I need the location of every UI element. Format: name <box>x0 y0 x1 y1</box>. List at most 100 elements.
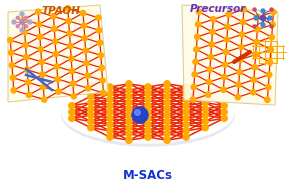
Circle shape <box>194 47 199 52</box>
Circle shape <box>20 12 24 16</box>
Circle shape <box>145 103 151 109</box>
Circle shape <box>52 26 57 32</box>
Circle shape <box>99 65 104 70</box>
Circle shape <box>202 125 208 131</box>
Circle shape <box>126 87 132 93</box>
Circle shape <box>95 15 101 20</box>
Text: Precursor: Precursor <box>190 4 246 14</box>
Circle shape <box>126 131 132 137</box>
Circle shape <box>183 109 189 115</box>
Circle shape <box>25 16 28 19</box>
Circle shape <box>164 81 170 87</box>
Circle shape <box>20 28 24 32</box>
Circle shape <box>221 109 227 115</box>
Circle shape <box>254 40 259 45</box>
Circle shape <box>145 134 151 140</box>
Circle shape <box>107 134 113 140</box>
Circle shape <box>260 15 265 20</box>
Circle shape <box>69 109 75 115</box>
Circle shape <box>193 59 198 65</box>
Circle shape <box>221 87 226 92</box>
Circle shape <box>224 37 230 42</box>
Circle shape <box>145 90 151 96</box>
Circle shape <box>20 19 25 25</box>
Circle shape <box>202 106 208 112</box>
Circle shape <box>241 7 246 12</box>
Circle shape <box>69 56 74 61</box>
Circle shape <box>84 61 89 66</box>
Circle shape <box>126 137 132 143</box>
Circle shape <box>206 92 211 97</box>
Circle shape <box>65 6 70 11</box>
Circle shape <box>38 47 44 52</box>
Circle shape <box>81 23 86 28</box>
Circle shape <box>251 77 257 82</box>
Circle shape <box>36 22 42 27</box>
Circle shape <box>86 86 91 91</box>
Circle shape <box>191 84 197 90</box>
Circle shape <box>21 17 27 22</box>
Circle shape <box>239 44 244 50</box>
Circle shape <box>267 60 273 65</box>
Circle shape <box>240 19 246 25</box>
Circle shape <box>80 10 86 16</box>
Circle shape <box>107 122 113 128</box>
Circle shape <box>266 85 271 90</box>
Circle shape <box>107 90 113 96</box>
Circle shape <box>12 20 16 24</box>
Circle shape <box>37 34 43 40</box>
Circle shape <box>265 97 270 102</box>
Circle shape <box>270 25 273 28</box>
Circle shape <box>126 106 132 112</box>
Circle shape <box>25 80 31 85</box>
Ellipse shape <box>62 84 234 146</box>
Circle shape <box>223 62 228 67</box>
Circle shape <box>88 125 94 131</box>
Circle shape <box>67 31 72 36</box>
Circle shape <box>145 96 151 103</box>
Circle shape <box>226 12 231 17</box>
Circle shape <box>53 39 58 44</box>
Circle shape <box>28 20 32 24</box>
Circle shape <box>183 90 189 96</box>
Circle shape <box>261 9 265 13</box>
Circle shape <box>237 70 242 75</box>
Circle shape <box>69 115 75 121</box>
Circle shape <box>202 112 208 118</box>
Circle shape <box>194 34 200 40</box>
Circle shape <box>98 53 103 58</box>
Circle shape <box>211 17 216 22</box>
Circle shape <box>22 29 27 35</box>
Circle shape <box>190 97 196 102</box>
Circle shape <box>24 55 29 60</box>
Circle shape <box>126 125 132 131</box>
Circle shape <box>8 50 14 55</box>
Circle shape <box>164 87 170 93</box>
Circle shape <box>223 49 229 55</box>
Circle shape <box>270 22 275 27</box>
Circle shape <box>26 92 32 98</box>
Circle shape <box>255 27 260 32</box>
Circle shape <box>145 122 151 128</box>
Circle shape <box>55 76 60 82</box>
Circle shape <box>107 84 113 90</box>
Circle shape <box>207 67 213 72</box>
Circle shape <box>253 52 258 57</box>
Circle shape <box>145 115 151 121</box>
Circle shape <box>183 134 189 140</box>
Circle shape <box>88 118 94 125</box>
Circle shape <box>39 59 44 65</box>
Circle shape <box>101 90 106 96</box>
Circle shape <box>107 109 113 115</box>
Text: M-SACs: M-SACs <box>123 169 173 182</box>
Circle shape <box>88 112 94 118</box>
Circle shape <box>68 43 73 49</box>
Circle shape <box>11 88 16 93</box>
Circle shape <box>270 8 273 11</box>
Circle shape <box>100 78 105 83</box>
Circle shape <box>268 16 272 20</box>
Circle shape <box>40 72 45 77</box>
Circle shape <box>183 103 189 109</box>
Circle shape <box>202 118 208 125</box>
Circle shape <box>196 9 201 14</box>
